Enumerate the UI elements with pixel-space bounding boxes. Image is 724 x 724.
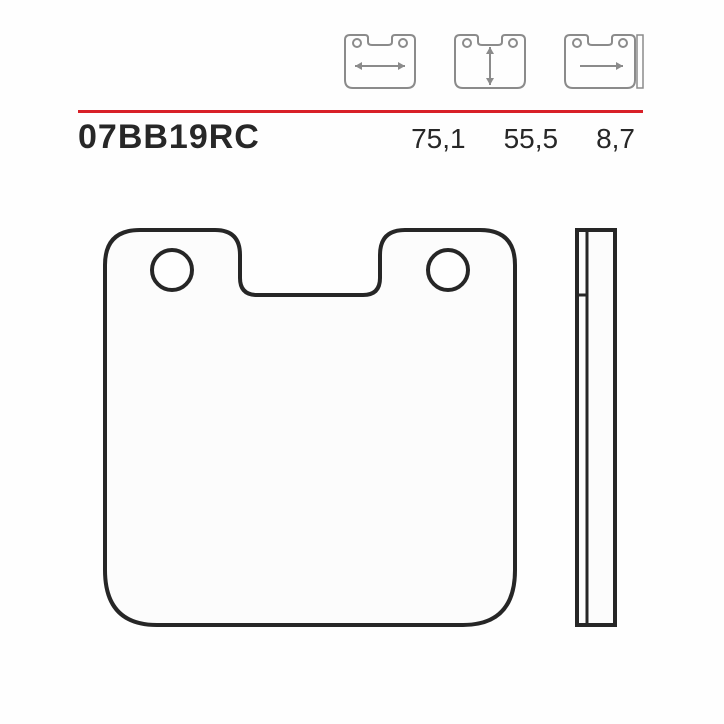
dim-thickness: 8,7 [596,123,635,155]
front-view [105,230,515,625]
product-code: 07BB19RC [78,118,260,157]
dimension-icons [335,30,645,100]
dim-width: 75,1 [411,123,466,155]
label-row: 07BB19RC 75,1 55,5 8,7 [78,118,643,157]
width-icon [335,30,425,100]
dim-height: 55,5 [504,123,559,155]
red-divider [78,100,643,103]
diagram-container: 07BB19RC 75,1 55,5 8,7 [0,0,724,724]
main-drawing [75,210,655,670]
height-icon [445,30,535,100]
side-view [577,230,615,625]
thickness-icon [555,30,645,100]
dimensions-row: 75,1 55,5 8,7 [411,123,643,155]
